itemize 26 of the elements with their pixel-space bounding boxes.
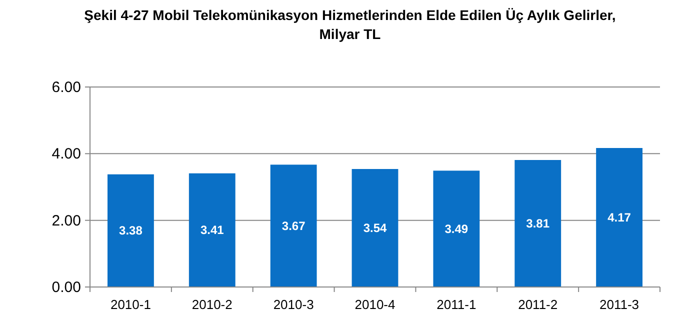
bar: [514, 160, 562, 287]
data-label: 3.41: [200, 223, 224, 238]
y-tick-label: 6.00: [52, 79, 81, 96]
x-tick-label: 2010-4: [354, 297, 396, 312]
bar: [188, 173, 236, 287]
x-tick-label: 2010-2: [192, 297, 232, 312]
data-label: 3.81: [526, 216, 550, 230]
x-tick-label: 2011-3: [600, 297, 640, 312]
bar: [596, 148, 642, 287]
x-tick-label: 2011-2: [518, 297, 558, 312]
x-tick-label: 2010-1: [110, 297, 151, 312]
y-tick-label: 4.00: [52, 146, 81, 163]
bar: [433, 170, 480, 287]
x-tick-label: 2010-3: [273, 297, 314, 312]
x-tick-label: 2011-1: [436, 297, 476, 312]
data-label: 3.38: [119, 224, 143, 238]
chart-title: Şekil 4-27 Mobil Telekomünikasyon Hizmetlerinden Elde Edilen Üç Aylık Gelirler, Milyar TL: [84, 7, 616, 42]
data-label: 3.67: [282, 218, 306, 233]
data-label: 4.17: [608, 210, 632, 224]
bar: [352, 169, 398, 287]
data-label: 3.49: [444, 222, 468, 236]
bar: [108, 174, 154, 287]
y-tick-label: 2.00: [52, 212, 81, 230]
y-tick-label: 0.00: [52, 279, 81, 296]
data-label: 3.54: [363, 221, 387, 235]
bar: [270, 164, 317, 287]
